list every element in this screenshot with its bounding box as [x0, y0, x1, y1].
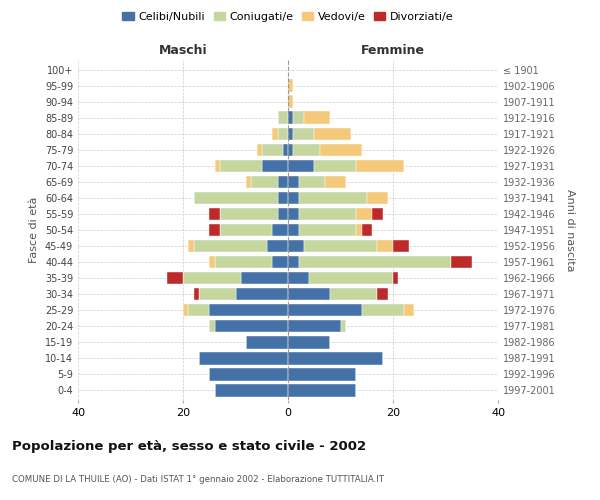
- Bar: [304, 112, 330, 124]
- Bar: [167, 272, 183, 284]
- Bar: [288, 208, 299, 220]
- Bar: [288, 224, 299, 236]
- Bar: [257, 144, 262, 156]
- Bar: [320, 144, 361, 156]
- Bar: [215, 320, 288, 332]
- Bar: [356, 208, 372, 220]
- Bar: [288, 336, 330, 348]
- Bar: [288, 80, 293, 92]
- Bar: [288, 256, 299, 268]
- Bar: [262, 144, 283, 156]
- Bar: [288, 128, 293, 140]
- Text: Maschi: Maschi: [158, 44, 208, 57]
- Bar: [325, 176, 346, 188]
- Bar: [288, 240, 304, 252]
- Bar: [356, 224, 361, 236]
- Bar: [220, 160, 262, 172]
- Bar: [188, 304, 209, 316]
- Bar: [251, 176, 277, 188]
- Bar: [309, 272, 393, 284]
- Legend: Celibi/Nubili, Coniugati/e, Vedovi/e, Divorziati/e: Celibi/Nubili, Coniugati/e, Vedovi/e, Di…: [118, 8, 458, 26]
- Bar: [299, 176, 325, 188]
- Bar: [288, 352, 383, 364]
- Bar: [209, 320, 215, 332]
- Bar: [361, 304, 404, 316]
- Bar: [288, 288, 330, 300]
- Bar: [262, 160, 288, 172]
- Bar: [377, 288, 388, 300]
- Bar: [209, 208, 220, 220]
- Bar: [299, 192, 367, 204]
- Bar: [209, 304, 288, 316]
- Bar: [288, 304, 361, 316]
- Bar: [199, 352, 288, 364]
- Bar: [277, 192, 288, 204]
- Bar: [299, 208, 356, 220]
- Bar: [193, 240, 267, 252]
- Bar: [299, 256, 451, 268]
- Bar: [288, 384, 356, 396]
- Bar: [288, 368, 356, 380]
- Bar: [235, 288, 288, 300]
- Bar: [288, 176, 299, 188]
- Bar: [183, 272, 241, 284]
- Bar: [220, 208, 277, 220]
- Bar: [277, 176, 288, 188]
- Bar: [215, 160, 220, 172]
- Bar: [272, 256, 288, 268]
- Bar: [304, 240, 377, 252]
- Bar: [277, 128, 288, 140]
- Bar: [288, 160, 314, 172]
- Bar: [220, 224, 272, 236]
- Bar: [293, 112, 304, 124]
- Bar: [188, 240, 193, 252]
- Bar: [272, 224, 288, 236]
- Bar: [215, 256, 272, 268]
- Text: Femmine: Femmine: [361, 44, 425, 57]
- Bar: [288, 192, 299, 204]
- Bar: [193, 288, 199, 300]
- Bar: [267, 240, 288, 252]
- Bar: [367, 192, 388, 204]
- Bar: [293, 128, 314, 140]
- Bar: [361, 224, 372, 236]
- Bar: [193, 192, 277, 204]
- Bar: [277, 112, 288, 124]
- Y-axis label: Fasce di età: Fasce di età: [29, 197, 39, 263]
- Bar: [356, 160, 404, 172]
- Bar: [404, 304, 414, 316]
- Bar: [288, 144, 293, 156]
- Bar: [215, 384, 288, 396]
- Bar: [209, 224, 220, 236]
- Text: Popolazione per età, sesso e stato civile - 2002: Popolazione per età, sesso e stato civil…: [12, 440, 366, 453]
- Bar: [246, 336, 288, 348]
- Bar: [283, 144, 288, 156]
- Bar: [299, 224, 356, 236]
- Bar: [209, 368, 288, 380]
- Bar: [293, 144, 320, 156]
- Bar: [314, 128, 351, 140]
- Bar: [246, 176, 251, 188]
- Bar: [288, 272, 309, 284]
- Bar: [341, 320, 346, 332]
- Bar: [199, 288, 235, 300]
- Bar: [272, 128, 277, 140]
- Y-axis label: Anni di nascita: Anni di nascita: [565, 188, 575, 271]
- Bar: [241, 272, 288, 284]
- Bar: [314, 160, 356, 172]
- Bar: [183, 304, 188, 316]
- Text: COMUNE DI LA THUILE (AO) - Dati ISTAT 1° gennaio 2002 - Elaborazione TUTTITALIA.: COMUNE DI LA THUILE (AO) - Dati ISTAT 1°…: [12, 475, 384, 484]
- Bar: [393, 240, 409, 252]
- Bar: [277, 208, 288, 220]
- Bar: [393, 272, 398, 284]
- Bar: [372, 208, 383, 220]
- Bar: [288, 320, 341, 332]
- Bar: [377, 240, 393, 252]
- Bar: [451, 256, 472, 268]
- Bar: [209, 256, 215, 268]
- Bar: [330, 288, 377, 300]
- Bar: [288, 96, 293, 108]
- Bar: [288, 112, 293, 124]
